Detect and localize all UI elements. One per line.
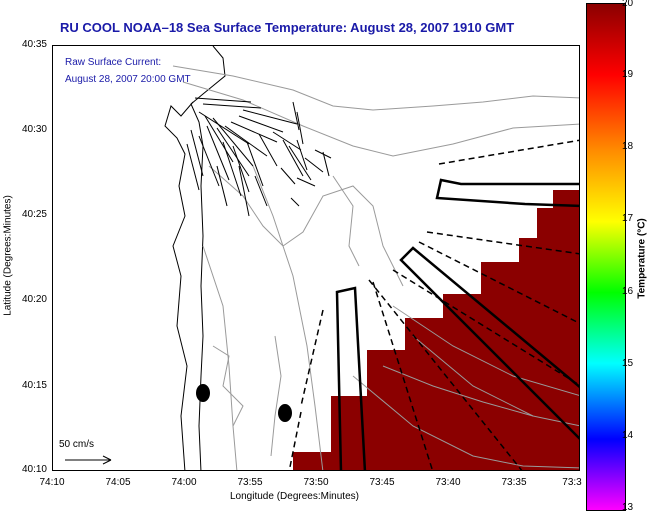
y-tick-label: 40:10 bbox=[21, 464, 47, 475]
x-tick-label: 73:50 bbox=[303, 477, 329, 488]
bathymetry-contours bbox=[172, 65, 579, 470]
colorbar-tick-label: 15 bbox=[622, 358, 634, 369]
temperature-colorbar bbox=[586, 3, 626, 511]
x-tick-label: 74:10 bbox=[39, 477, 65, 488]
sst-warm-region bbox=[293, 190, 579, 470]
map-plot-area: Raw Surface Current: August 28, 2007 20:… bbox=[52, 45, 580, 471]
colorbar-tick-label: 17 bbox=[622, 213, 634, 224]
x-tick-label: 73:45 bbox=[369, 477, 395, 488]
scale-arrow bbox=[65, 455, 112, 465]
colorbar-tick-label: 14 bbox=[622, 430, 634, 441]
dashed-transects bbox=[288, 139, 579, 470]
x-tick-label: 74:00 bbox=[171, 477, 197, 488]
coastline-inland bbox=[164, 101, 194, 470]
x-tick-label: 73:40 bbox=[435, 477, 461, 488]
y-tick-label: 40:35 bbox=[21, 39, 47, 50]
colorbar-tick-label: 19 bbox=[622, 69, 634, 80]
sampling-box bbox=[335, 286, 367, 470]
colorbar-label: Temperature (°C) bbox=[636, 218, 648, 299]
y-tick-label: 40:15 bbox=[21, 380, 47, 391]
colorbar-tick-label: 18 bbox=[622, 141, 634, 152]
x-tick-label: 73:3 bbox=[562, 477, 582, 488]
surface-current-vectors bbox=[186, 97, 332, 217]
coastline bbox=[190, 46, 226, 470]
x-tick-label: 74:05 bbox=[105, 477, 131, 488]
sampling-boxes bbox=[335, 178, 579, 470]
x-axis-label: Longitude (Degrees:Minutes) bbox=[230, 491, 359, 502]
sampling-box bbox=[399, 246, 579, 440]
map-title: RU COOL NOAA–18 Sea Surface Temperature:… bbox=[60, 20, 515, 35]
current-legend-date: August 28, 2007 20:00 GMT bbox=[65, 74, 191, 85]
scale-label: 50 cm/s bbox=[59, 439, 95, 450]
x-tick-label: 73:55 bbox=[237, 477, 263, 488]
y-axis-label: Latitude (Degrees:Minutes) bbox=[2, 195, 14, 316]
colorbar-tick-label: 16 bbox=[622, 286, 634, 297]
colorbar-tick-label: 13 bbox=[622, 502, 634, 513]
mooring-marker bbox=[278, 404, 292, 422]
y-tick-label: 40:20 bbox=[21, 294, 47, 305]
colorbar-tick-label: 20 bbox=[622, 0, 634, 9]
y-tick-label: 40:25 bbox=[21, 209, 47, 220]
x-tick-label: 73:35 bbox=[501, 477, 527, 488]
current-legend-label: Raw Surface Current: bbox=[65, 57, 162, 68]
mooring-marker bbox=[196, 384, 210, 402]
y-tick-label: 40:30 bbox=[21, 124, 47, 135]
sampling-box bbox=[435, 178, 579, 208]
map-canvas bbox=[65, 46, 579, 470]
